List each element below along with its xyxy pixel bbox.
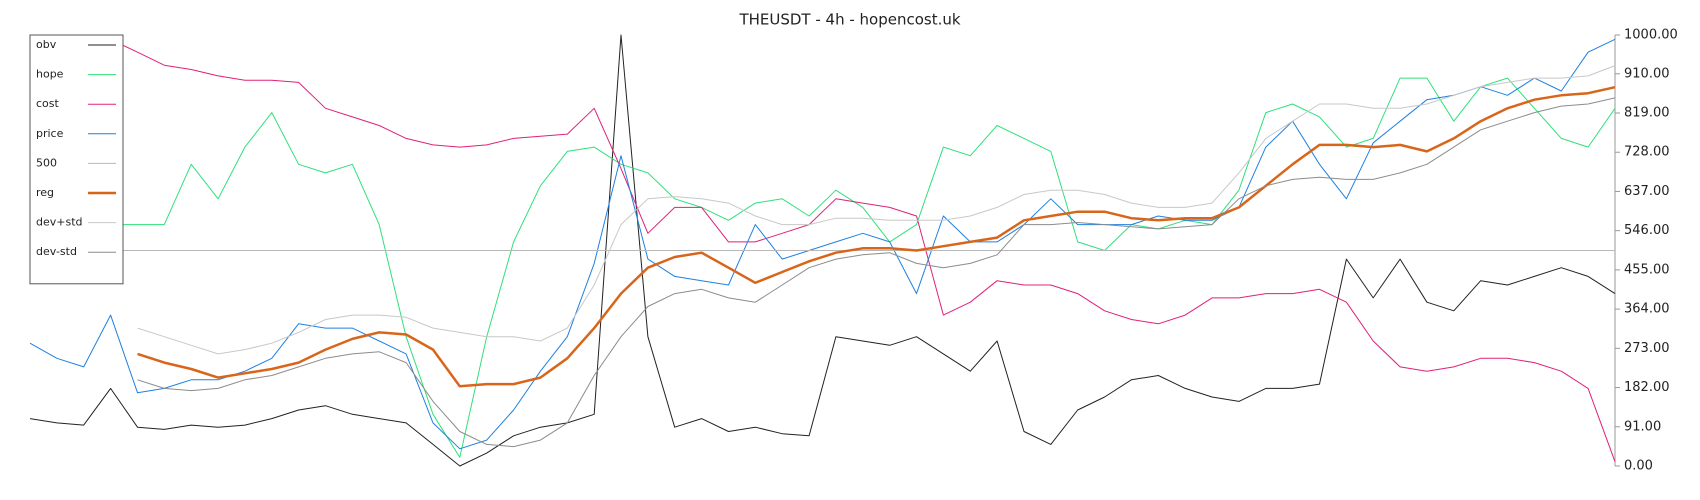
legend-label: reg [36, 186, 54, 199]
y-tick-label: 546.00 [1624, 223, 1670, 238]
legend-label: cost [36, 97, 60, 110]
chart-title: THEUSDT - 4h - hopencost.uk [738, 11, 960, 29]
legend-label: dev+std [36, 216, 83, 229]
y-tick-label: 364.00 [1624, 302, 1670, 317]
y-tick-label: 728.00 [1624, 145, 1670, 160]
y-tick-label: 910.00 [1624, 66, 1670, 81]
y-tick-label: 637.00 [1624, 184, 1670, 199]
series-line [29, 77, 1616, 458]
y-tick-label: 91.00 [1624, 419, 1661, 434]
series-line [137, 65, 1616, 355]
series-line [137, 85, 1616, 388]
series-line [137, 97, 1616, 448]
y-tick-label: 273.00 [1624, 341, 1670, 356]
y-tick-label: 1000.00 [1624, 28, 1678, 43]
legend-box [29, 34, 124, 285]
series-line [29, 34, 1616, 467]
y-tick-label: 455.00 [1624, 262, 1670, 277]
legend-label: obv [36, 38, 57, 51]
y-tick-label: 819.00 [1624, 106, 1670, 121]
y-tick-label: 182.00 [1624, 380, 1670, 395]
legend-label: 500 [36, 156, 57, 169]
y-tick-label: 0.00 [1624, 459, 1653, 474]
legend-label: price [36, 127, 64, 140]
legend-label: dev-std [36, 245, 77, 258]
series-line [110, 38, 1616, 462]
series-line [29, 38, 1616, 450]
legend-label: hope [36, 68, 64, 81]
